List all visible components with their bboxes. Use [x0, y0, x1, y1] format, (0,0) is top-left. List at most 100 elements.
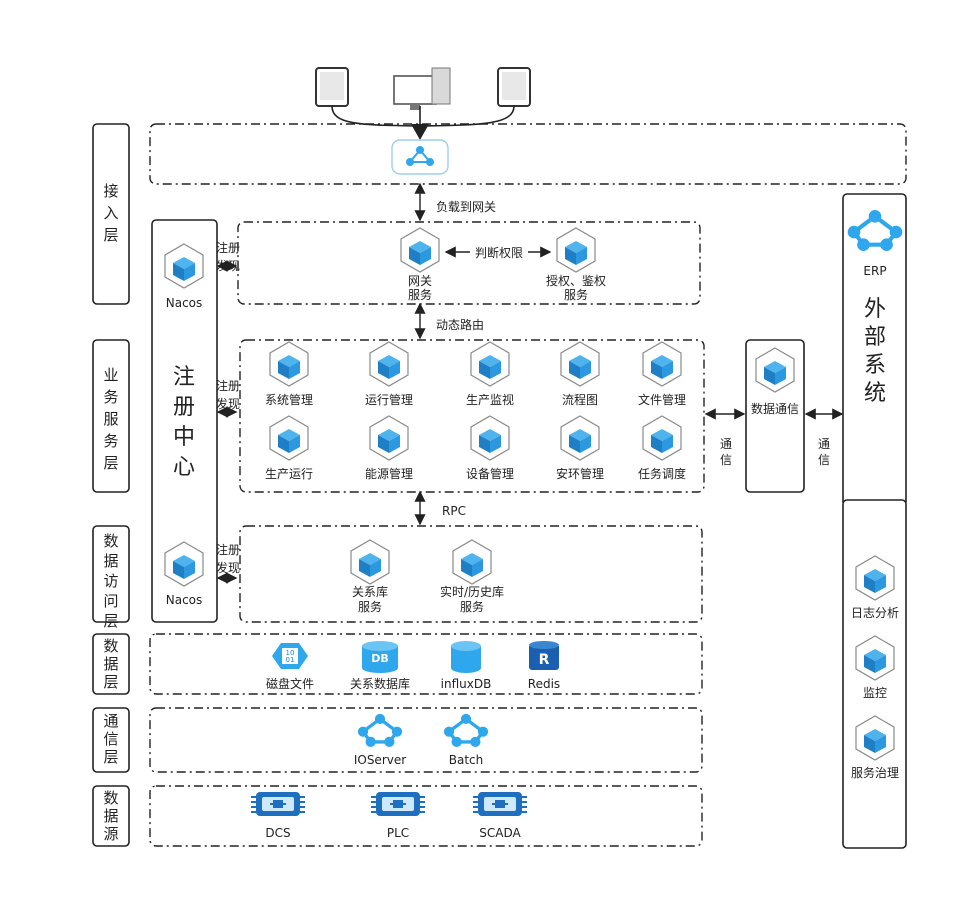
relational-service-icon — [350, 539, 390, 585]
layer-label-data_access-char: 据 — [103, 552, 118, 570]
source-label: DCS — [265, 826, 290, 840]
tablet-screen — [320, 72, 344, 100]
layer-label-data: 数据层 — [103, 637, 118, 691]
source-label: SCADA — [479, 826, 521, 840]
influx-icon — [451, 646, 481, 668]
external-title-char: 外 — [864, 297, 886, 322]
layer-label-data_access-char: 访 — [103, 572, 118, 590]
register-discover-text: 发现 — [216, 560, 240, 575]
layer-box-business — [92, 339, 130, 493]
business-service-label: 能源管理 — [365, 466, 413, 481]
business-service-icon — [369, 415, 409, 461]
relational-service-label: 关系库 — [352, 584, 388, 599]
influx-label: influxDB — [441, 677, 492, 691]
layer-label-business-char: 层 — [103, 454, 118, 472]
layer-box-comm — [92, 707, 130, 773]
external-box — [842, 193, 907, 507]
load-to-gateway-label: 负载到网关 — [436, 200, 496, 214]
device-line — [419, 105, 515, 127]
external-title-char: 系 — [864, 353, 886, 378]
source-chip-icon — [251, 792, 305, 816]
layer-label-comm-char: 通 — [103, 712, 118, 730]
source-chip-icon — [371, 792, 425, 816]
register-discover-text: 注册 — [216, 542, 240, 557]
disk-file-icon-text: 10 — [286, 649, 295, 657]
layer-label-data-char: 据 — [103, 655, 118, 673]
layer-label-source-char: 数 — [103, 789, 118, 807]
layer-label-business-char: 务 — [103, 432, 118, 450]
history-service-label: 实时/历史库 — [440, 584, 504, 599]
auth-service-label: 授权、鉴权 — [546, 273, 606, 288]
monitor-icon — [393, 75, 437, 105]
influx-icon-top — [451, 641, 481, 651]
lane-source — [149, 785, 703, 847]
governance-label: 监控 — [863, 686, 887, 700]
judge-label-bg — [470, 244, 528, 260]
register-discover-text: 注册 — [216, 378, 240, 393]
layer-box-data — [92, 633, 130, 695]
ioserver-label: IOServer — [354, 753, 406, 767]
business-service-label: 设备管理 — [466, 466, 514, 481]
business-service-label: 运行管理 — [365, 392, 413, 407]
layer-box-source — [92, 785, 130, 847]
business-service-icon — [470, 341, 510, 387]
data-comm-label: 数据通信 — [751, 401, 799, 416]
comm-label-right: 通信 — [818, 437, 830, 467]
layer-label-data_access-char: 层 — [103, 612, 118, 630]
lane-access — [149, 123, 907, 185]
influx-icon-bottom — [451, 663, 481, 673]
rdb-icon-text: DB — [371, 652, 389, 665]
layer-label-comm-char: 信 — [103, 730, 118, 748]
registry-title-char: 册 — [173, 395, 195, 420]
comm-label-left-char: 信 — [720, 453, 732, 467]
business-service-icon — [470, 415, 510, 461]
redis-icon — [529, 644, 559, 670]
nacos-bottom-label: Nacos — [166, 593, 203, 607]
business-service-label: 任务调度 — [638, 466, 686, 481]
layer-label-access: 接入层 — [103, 182, 118, 244]
layer-label-access-char: 入 — [103, 204, 118, 222]
layer-label-data-char: 层 — [103, 673, 118, 691]
register-discover-text: 发现 — [216, 396, 240, 411]
layer-label-access-char: 接 — [103, 182, 118, 200]
layer-label-business-char: 业 — [103, 366, 118, 384]
business-service-label: 生产运行 — [265, 467, 313, 481]
layer-label-access-char: 层 — [103, 226, 118, 244]
layer-label-data-char: 数 — [103, 637, 118, 655]
gateway-node-lines — [407, 148, 433, 163]
judge-label: 判断权限 — [475, 245, 523, 260]
external-title-char: 部 — [864, 325, 886, 350]
layer-label-source-char: 源 — [103, 825, 118, 843]
layer-label-data_access-char: 数 — [103, 532, 118, 550]
auth-service-icon — [556, 227, 596, 273]
lane-data — [149, 633, 703, 695]
tablet-screen — [502, 72, 526, 100]
business-service-label: 流程图 — [562, 392, 598, 407]
ioserver-icon — [356, 712, 404, 749]
layer-label-source: 数据源 — [103, 789, 118, 843]
layer-label-data_access-char: 问 — [103, 592, 118, 610]
erp-label: ERP — [863, 264, 886, 278]
redis-icon-text: R — [539, 652, 550, 668]
business-service-icon — [269, 341, 309, 387]
gateway-node-box — [391, 139, 449, 175]
lane-gateway — [237, 221, 701, 305]
redis-label: Redis — [528, 677, 560, 691]
lane-data-access — [239, 525, 703, 623]
external-title-char: 统 — [864, 381, 886, 406]
governance-label: 日志分析 — [851, 606, 899, 620]
gateway-service-label: 网关 — [408, 274, 432, 288]
relational-service-label: 服务 — [358, 599, 382, 614]
batch-label: Batch — [449, 753, 484, 767]
gateway-service-icon — [400, 227, 440, 273]
registry-box — [151, 219, 218, 623]
gateway-service-label: 服务 — [408, 287, 432, 302]
device-line — [331, 105, 421, 127]
